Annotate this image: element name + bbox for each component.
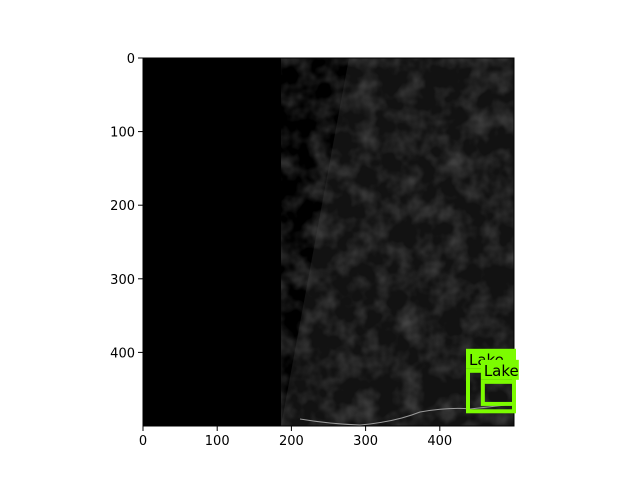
cloud-texture [281,58,514,426]
x-tick-label: 200 [279,434,304,449]
detection-label: Lake [484,362,519,380]
detection-label-bg [480,359,519,380]
satellite-image [143,58,514,426]
x-tick-label: 300 [353,434,378,449]
y-tick-label: 0 [127,52,135,67]
x-tick-label: 400 [427,434,452,449]
y-tick-label: 300 [110,273,135,288]
x-axis: 0 100 200 300 400 [139,426,452,449]
x-tick-label: 0 [139,434,147,449]
y-axis: 0 100 200 300 400 [110,52,143,361]
x-tick-label: 100 [205,434,230,449]
y-tick-label: 100 [110,126,135,141]
plot-frame [142,57,515,427]
y-tick-label: 400 [110,346,135,361]
bottom-coastline [299,403,514,426]
detection-box [480,379,516,406]
y-tick-label: 200 [110,199,135,214]
